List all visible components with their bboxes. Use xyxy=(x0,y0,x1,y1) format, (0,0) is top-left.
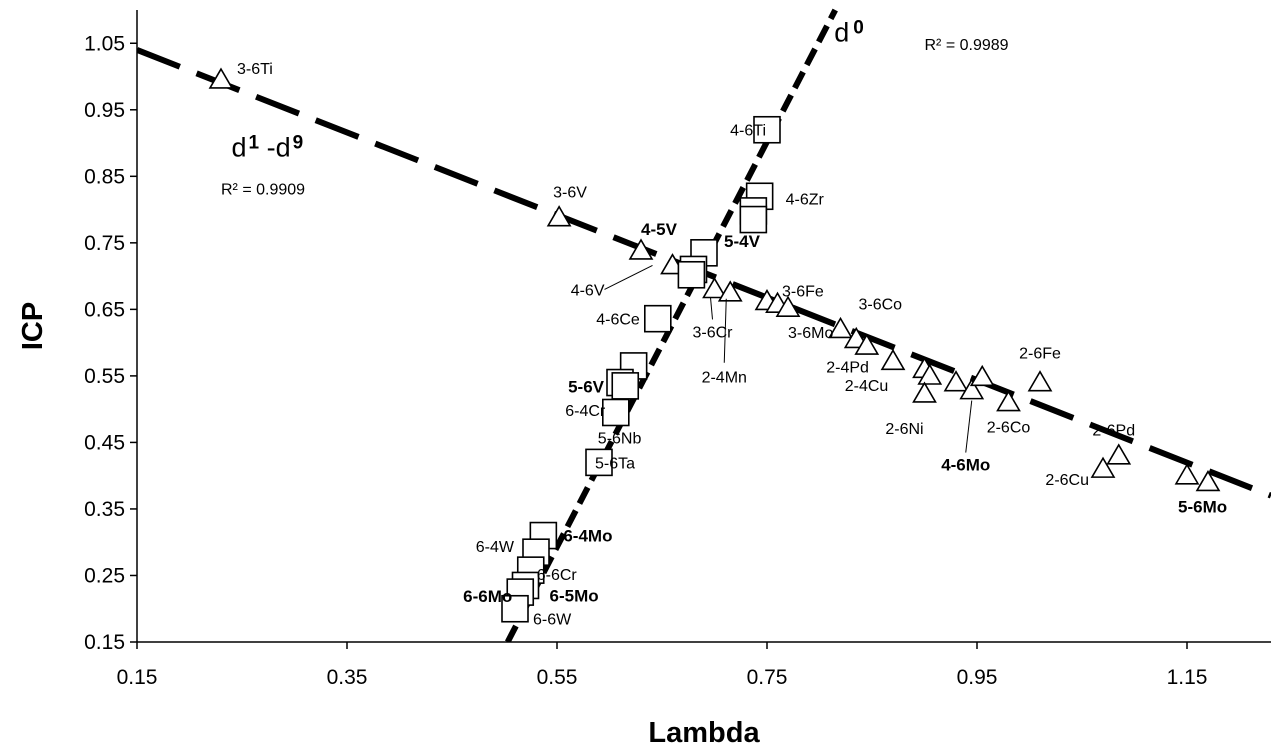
point-label: 6-6W xyxy=(533,612,572,629)
point-label: 6-6Cr xyxy=(537,567,578,584)
triangle-marker xyxy=(717,280,743,302)
triangle-marker xyxy=(828,316,853,339)
square-marker xyxy=(739,205,768,234)
square-marker xyxy=(501,594,529,623)
point-label: 5-6V xyxy=(568,378,605,397)
point-label: 5-6Nb xyxy=(598,430,642,447)
x-tick-label: 0.95 xyxy=(957,666,998,689)
leader-line xyxy=(604,265,653,290)
point-label: 2-4Cu xyxy=(845,378,889,395)
point-label: 6-4Cr xyxy=(565,403,606,420)
y-tick-label: 1.05 xyxy=(84,32,125,55)
point-label: 6-4W xyxy=(476,539,515,556)
square-marker xyxy=(601,398,630,427)
point-label: 3-6Co xyxy=(859,296,903,313)
x-tick-label: 0.15 xyxy=(117,666,158,689)
square-marker xyxy=(585,448,613,477)
y-tick-label: 0.65 xyxy=(84,298,125,321)
point-label: 4-6Zr xyxy=(786,191,825,208)
x-tick-label: 1.15 xyxy=(1167,666,1208,689)
triangle-marker xyxy=(943,370,969,392)
triangle-marker xyxy=(702,277,727,299)
point-label: 3-6Mo xyxy=(788,325,833,342)
triangle-marker xyxy=(996,390,1021,412)
square-marker xyxy=(643,304,672,333)
y-tick-label: 0.85 xyxy=(84,165,125,188)
triangle-marker xyxy=(1174,463,1200,485)
leader-line xyxy=(965,400,973,453)
point-label: 4-5V xyxy=(641,220,678,239)
point-label: 2-4Pd xyxy=(826,359,869,376)
square-marker xyxy=(611,372,640,400)
triangle-marker xyxy=(959,378,985,400)
leader-line xyxy=(723,298,727,363)
point-label: 5-6Mo xyxy=(1178,497,1227,516)
y-tick-label: 0.75 xyxy=(84,232,125,255)
triangle-marker xyxy=(775,295,801,317)
point-label: 2-6Cu xyxy=(1045,472,1089,489)
fit-r2-d1-d9: R² = 0.9909 xyxy=(221,181,305,198)
x-tick-label: 0.55 xyxy=(537,666,578,689)
point-label: 4-6V xyxy=(571,282,605,299)
y-tick-label: 0.25 xyxy=(84,564,125,587)
square-marker xyxy=(677,260,706,289)
point-label: 4-6Ti xyxy=(730,123,766,140)
point-label: 2-6Ni xyxy=(885,421,923,438)
triangle-marker xyxy=(917,363,943,385)
leader-line xyxy=(710,297,713,320)
triangle-marker xyxy=(1195,469,1221,492)
point-label: 4-6Ce xyxy=(596,312,640,329)
y-tick-label: 0.15 xyxy=(84,631,125,654)
x-axis-title: Lambda xyxy=(648,717,760,749)
y-tick-label: 0.55 xyxy=(84,365,125,388)
y-tick-label: 0.45 xyxy=(84,431,125,454)
point-label: 5-4V xyxy=(724,232,761,251)
point-label: 3-6Cr xyxy=(692,324,733,341)
point-label: 5-6Ta xyxy=(595,455,635,472)
triangle-marker xyxy=(880,348,906,371)
x-tick-label: 0.35 xyxy=(327,666,368,689)
triangle-marker xyxy=(628,238,654,260)
point-label: 2-6Fe xyxy=(1019,346,1061,363)
triangle-marker xyxy=(1090,456,1116,478)
triangle-marker xyxy=(1106,443,1132,465)
y-axis-title: ICP xyxy=(17,302,49,350)
point-label: 2-6Pd xyxy=(1092,423,1135,440)
y-tick-label: 0.35 xyxy=(84,498,125,521)
triangle-marker xyxy=(912,381,937,403)
triangle-marker xyxy=(1027,370,1053,392)
triangle-marker xyxy=(546,205,572,227)
axes: 0.15 0.25 0.35 0.45 0.55 0.65 0.75 0.85 0.95 1.05… xyxy=(84,10,1271,689)
point-label: 3-6Ti xyxy=(237,61,273,78)
point-label: 4-6Mo xyxy=(941,456,990,475)
point-label: 6-6Mo xyxy=(463,587,512,606)
square-marker xyxy=(753,115,781,144)
point-labels: d 0 R² = 0.9989 d 1 -d 9 R² = 0.9909 3-6Ti 3-6V 4… xyxy=(221,17,1227,628)
triangle-marker xyxy=(208,67,234,89)
fit-r2-d0: R² = 0.9989 xyxy=(925,37,1009,54)
triangle-marker xyxy=(854,333,880,355)
y-tick-label: 0.95 xyxy=(84,99,125,122)
triangle-marker xyxy=(969,364,995,387)
x-tick-label: 0.75 xyxy=(747,666,788,689)
point-label: 2-6Co xyxy=(987,420,1031,437)
data-markers xyxy=(208,67,1221,623)
point-label: 6-5Mo xyxy=(550,586,599,605)
point-label: 3-6V xyxy=(553,185,587,202)
point-label: 3-6Fe xyxy=(782,283,824,300)
point-label: 2-4Mn xyxy=(702,370,747,387)
point-label: 6-4Mo xyxy=(563,527,612,546)
